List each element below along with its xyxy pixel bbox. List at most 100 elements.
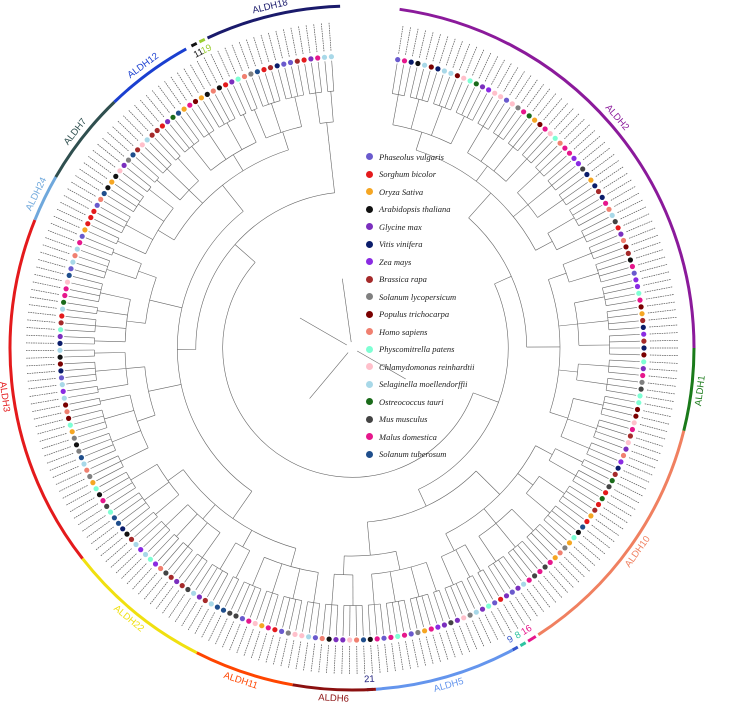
- branch-segment: [66, 309, 97, 314]
- tip-dot: [170, 114, 176, 120]
- tip-dot: [575, 529, 582, 536]
- branch-segment: [421, 595, 431, 626]
- branch-arc: [138, 492, 150, 508]
- tip-dot: [208, 601, 214, 607]
- tip-label-band: [140, 99, 159, 122]
- tip-dot: [448, 70, 454, 76]
- tip-label-band: [298, 26, 304, 55]
- tip-label-band: [36, 266, 64, 275]
- tip-dot: [584, 518, 590, 525]
- tip-dot: [428, 64, 434, 70]
- tip-label-band: [283, 29, 290, 57]
- tip-label-band: [543, 98, 563, 121]
- branch-segment: [272, 563, 283, 594]
- tip-dot: [130, 152, 136, 158]
- tip-dot: [473, 609, 479, 615]
- tip-dot: [588, 177, 594, 183]
- tip-label-band: [631, 450, 659, 462]
- branch-segment: [68, 296, 99, 302]
- branch-segment: [455, 583, 469, 612]
- tip-label-band: [418, 30, 426, 58]
- branch-segment: [450, 81, 463, 111]
- branch-segment: [138, 270, 157, 278]
- branch-segment: [562, 182, 588, 201]
- tip-label-band: [183, 68, 199, 93]
- tip-dot: [105, 185, 111, 191]
- clade-arc: [198, 37, 206, 44]
- tip-label-band: [168, 594, 185, 618]
- tip-dot: [595, 188, 602, 195]
- branch-segment: [539, 150, 563, 172]
- branch-segment: [69, 397, 100, 405]
- tip-dot: [388, 634, 394, 641]
- branch-arc: [548, 279, 561, 413]
- tip-dot: [547, 131, 553, 137]
- branch-segment: [207, 570, 223, 598]
- branch-segment: [543, 155, 567, 177]
- branch-segment: [74, 415, 104, 425]
- tip-dot: [479, 606, 486, 612]
- branch-segment: [332, 174, 335, 193]
- branch-arc: [508, 143, 518, 152]
- branch-segment: [584, 223, 612, 237]
- tip-label-band: [229, 624, 241, 651]
- tip-label-band: [521, 592, 538, 617]
- tip-label-band: [231, 44, 243, 72]
- branch-segment: [482, 99, 499, 127]
- branch-arc: [410, 96, 428, 103]
- branch-segment: [166, 168, 190, 191]
- branch-segment: [67, 386, 98, 392]
- legend-color-dot: [366, 188, 373, 196]
- tip-label-band: [649, 368, 678, 372]
- branch-segment: [495, 523, 516, 548]
- legend-item: Physcomitrella patens: [366, 341, 526, 359]
- branch-segment: [569, 485, 596, 503]
- branch-arc: [526, 476, 540, 494]
- tip-label-band: [635, 249, 663, 259]
- tip-label-band: [290, 27, 297, 56]
- branch-arc: [94, 319, 97, 332]
- branch-arc: [98, 283, 103, 302]
- branch-segment: [97, 310, 128, 316]
- branch-segment: [559, 176, 584, 196]
- branch-segment: [83, 243, 112, 256]
- legend-label: Solanum lycopersicum: [379, 291, 457, 302]
- tip-label-band: [418, 638, 426, 666]
- legend-item: Brassica rapa: [366, 271, 526, 289]
- tip-label-band: [164, 81, 181, 105]
- tip-label-band: [587, 530, 610, 549]
- tip-label-band: [26, 357, 55, 359]
- legend-item: Homo sapiens: [366, 323, 526, 341]
- branch-segment: [539, 476, 565, 494]
- branch-segment: [104, 410, 134, 420]
- tip-dot: [625, 250, 631, 256]
- tip-label-band: [151, 90, 170, 113]
- tip-dot: [627, 433, 634, 439]
- legend-label: Sorghum bicolor: [379, 169, 437, 180]
- tip-label-band: [174, 598, 191, 623]
- tip-dot: [59, 382, 65, 388]
- branch-segment: [593, 436, 623, 448]
- tip-label-band: [459, 43, 470, 71]
- tip-label-band: [26, 327, 55, 330]
- branch-segment: [433, 592, 444, 622]
- branch-segment: [493, 563, 511, 589]
- branch-segment: [551, 165, 576, 186]
- tip-dot: [326, 636, 332, 642]
- branch-segment: [602, 407, 633, 416]
- tip-label-band: [610, 495, 636, 510]
- tip-dot: [96, 492, 103, 498]
- branch-segment: [330, 91, 334, 122]
- branch-segment: [433, 74, 444, 104]
- branch-segment: [84, 444, 114, 457]
- tip-dot: [299, 633, 305, 639]
- branch-segment: [572, 199, 599, 216]
- legend-item: Vitis vinifera: [366, 236, 526, 254]
- branch-segment: [575, 475, 603, 491]
- branch-segment: [427, 72, 437, 102]
- clade-labels: ALDH2ALDH1ALDH101689ALDH521ALDH6ALDH11AL…: [0, 0, 708, 705]
- tip-dot: [104, 503, 110, 509]
- branch-segment: [154, 137, 176, 161]
- tip-dot: [620, 237, 627, 244]
- tip-label-band: [582, 141, 606, 161]
